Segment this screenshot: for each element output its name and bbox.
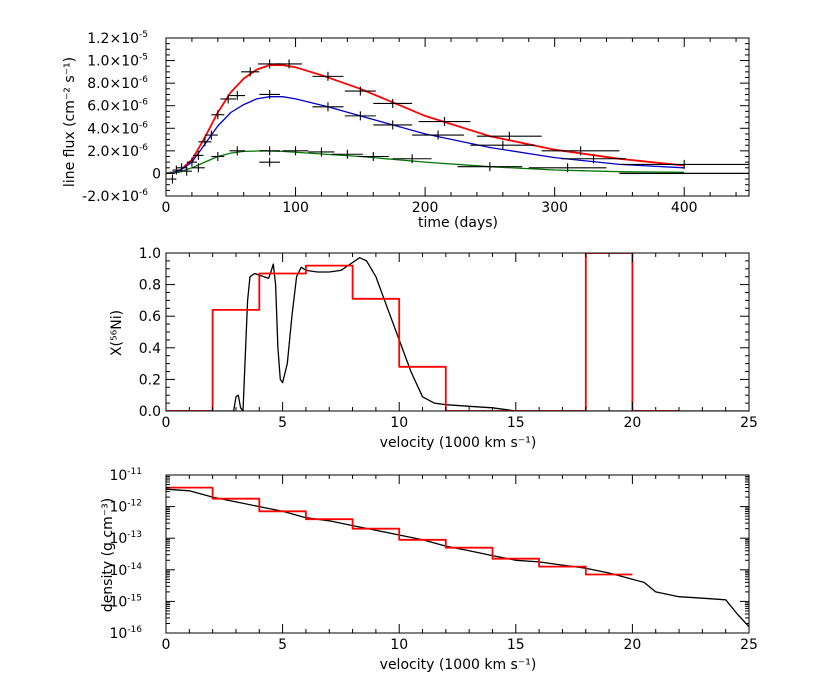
y-tick-label: 1.0×10-5	[87, 53, 148, 70]
flux-axes: 0 100 200 300 400 1.2×10-5 1.0×10-5 8.0×10-6 6.0…	[82, 30, 750, 216]
y-tick-label: 10-15	[109, 593, 142, 610]
x-tick-label: 10	[390, 415, 408, 431]
series-group	[166, 59, 749, 184]
abundance-y-label: X(⁵⁶Ni)	[109, 310, 125, 356]
flux-plot-area	[166, 59, 749, 184]
series-line-0	[166, 257, 749, 411]
x-tick-label: 200	[412, 200, 439, 216]
x-tick-label: 5	[278, 637, 287, 653]
x-tick-label: 0	[162, 637, 171, 653]
abundance-panel: 0 5 10 15 20 25 1.0 0.8 0.6 0.4 0.2 0.0 velocity (1…	[109, 246, 758, 451]
series-line-0	[166, 488, 749, 628]
y-tick-label: 0	[152, 166, 161, 182]
y-tick-label: 0.8	[139, 278, 161, 294]
y-tick-label: 2.0×10-6	[87, 143, 148, 160]
x-tick-label: 0	[162, 415, 171, 431]
y-tick-label: 10-11	[109, 467, 142, 484]
y-tick-label: 1.2×10-5	[87, 30, 148, 47]
series-group	[166, 486, 749, 628]
x-tick-label: 20	[623, 415, 641, 431]
density-x-label: velocity (1000 km s⁻¹)	[380, 657, 537, 673]
y-tick-label: -2.0×10-6	[82, 188, 148, 205]
y-tick-label: 10-14	[109, 562, 142, 579]
density-axes: 0 5 10 15 20 25 10-11 10-12 10-13 10-14 10-15 10-16	[109, 467, 757, 653]
y-tick-label: 10-13	[109, 530, 142, 547]
x-tick-label: 400	[671, 200, 698, 216]
axes-frame	[165, 474, 750, 634]
x-tick-label: 0	[162, 200, 171, 216]
x-tick-label: 300	[541, 200, 568, 216]
density-panel: 0 5 10 15 20 25 10-11 10-12 10-13 10-14 10-15 10-16…	[100, 467, 758, 673]
y-tick-label: 8.0×10-6	[87, 75, 148, 92]
y-tick-label: 0.0	[139, 404, 161, 420]
series-line-1	[166, 253, 679, 411]
density-y-label: density (g cm⁻³)	[100, 498, 116, 612]
y-tick-label: 6.0×10-6	[87, 98, 148, 115]
y-tick-label: 0.4	[139, 341, 161, 357]
y-tick-label: 1.0	[139, 246, 161, 262]
abundance-plot-area	[166, 253, 749, 411]
axes-frame	[165, 252, 750, 412]
y-tick-label: 10-16	[109, 625, 142, 642]
series-line-2	[166, 150, 685, 175]
flux-x-label: time (days)	[418, 215, 498, 231]
x-tick-label: 100	[282, 200, 309, 216]
flux-panel: 0 100 200 300 400 1.2×10-5 1.0×10-5 8.0×10-6 6.0…	[62, 30, 750, 231]
x-tick-label: 5	[278, 415, 287, 431]
series-line-1	[166, 486, 633, 576]
density-plot-area	[166, 486, 749, 628]
x-tick-label: 15	[507, 415, 525, 431]
y-tick-label: 0.2	[139, 372, 161, 388]
abundance-axes: 0 5 10 15 20 25 1.0 0.8 0.6 0.4 0.2 0.0	[139, 246, 758, 431]
x-tick-label: 25	[740, 637, 758, 653]
y-tick-label: 0.6	[139, 309, 161, 325]
x-tick-label: 15	[507, 637, 525, 653]
flux-y-label: line flux (cm⁻² s⁻¹)	[62, 57, 78, 187]
series-group	[166, 253, 749, 411]
series-line-0	[166, 64, 685, 175]
abundance-x-label: velocity (1000 km s⁻¹)	[380, 435, 537, 451]
x-tick-label: 20	[623, 637, 641, 653]
y-tick-label: 4.0×10-6	[87, 120, 148, 137]
y-tick-label: 10-12	[109, 499, 142, 516]
x-tick-label: 10	[390, 637, 408, 653]
x-tick-label: 25	[740, 415, 758, 431]
